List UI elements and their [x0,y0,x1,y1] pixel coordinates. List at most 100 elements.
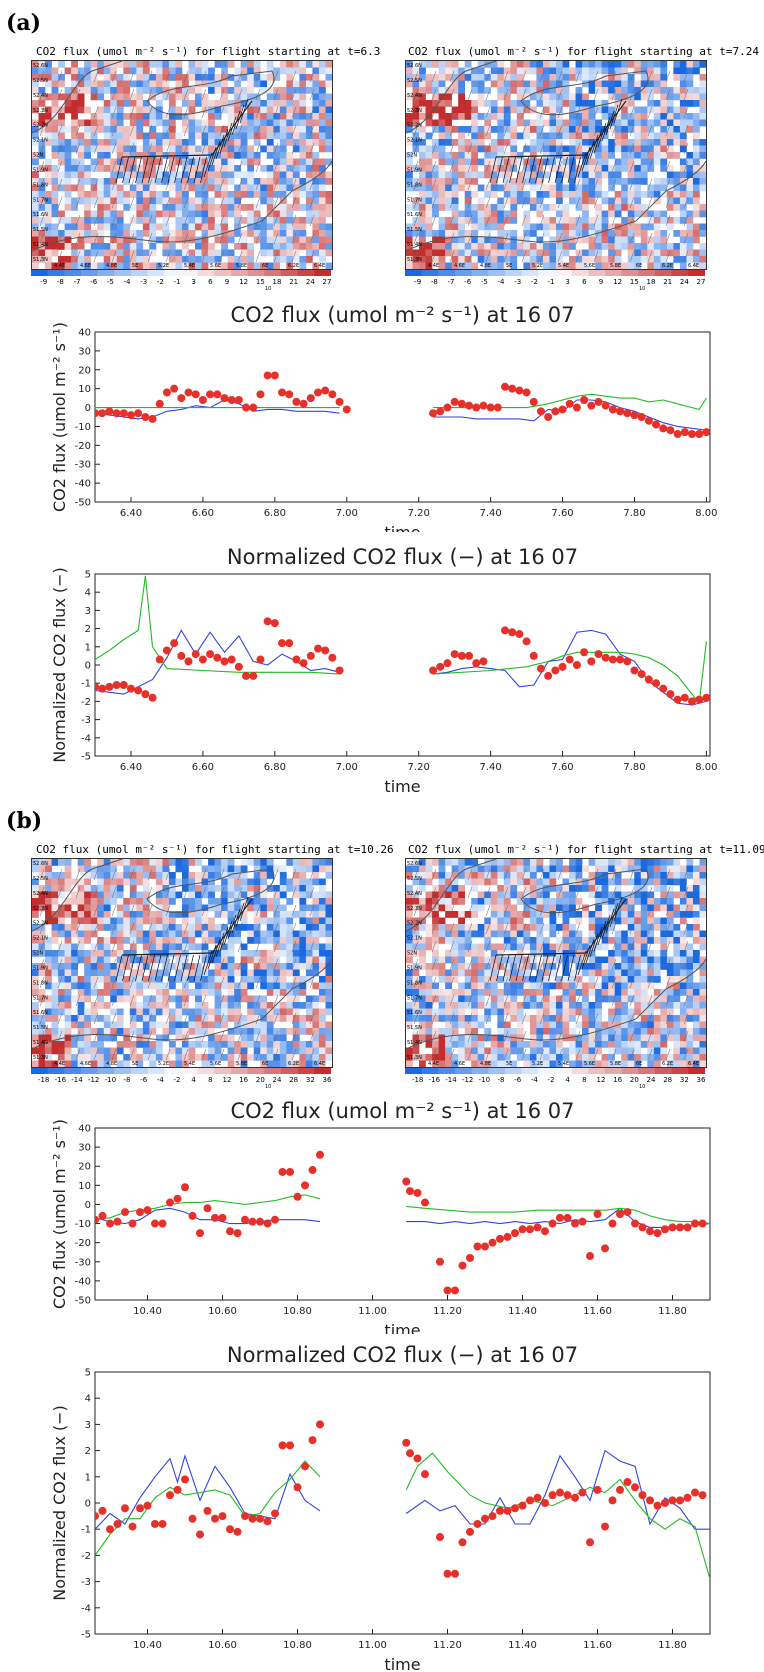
lon-tick: 6.4E [314,263,325,269]
observed-point [421,1470,429,1479]
colorbar-swatch [405,1068,423,1074]
colorbar-swatch [671,270,689,276]
colorbar-swatch [181,270,199,276]
colorbar-label: -9 [414,278,421,286]
observed-point [503,1232,512,1241]
lon-tick: 6.4E [688,1061,699,1067]
observed-point [616,655,625,664]
colorbar-label: -18 [38,1076,49,1084]
colorbar-swatch [281,270,299,276]
observed-point [529,397,538,406]
observed-point [666,426,675,435]
colorbar-swatch [621,1068,639,1074]
colorbar-label: -12 [88,1076,99,1084]
colorbar-swatch [555,270,573,276]
observed-point [472,403,481,412]
y-tick-label: 1 [85,1472,91,1483]
colorbar-label: 3 [191,278,195,286]
observed-point [680,693,689,702]
lat-tick: 52.2N [407,123,422,129]
colorbar-label: -9 [40,278,47,286]
colorbar-label: 18 [647,278,656,286]
x-tick-label: 8.00 [695,762,717,773]
colorbar-label: 6 [208,278,213,286]
observed-point [436,662,445,671]
lat-tick: 51.8N [407,980,422,986]
observed-point [98,1506,107,1515]
x-axis-label: time [384,1655,420,1670]
observed-point [608,655,617,664]
colorbar-swatch [214,270,232,276]
colorbar-label: 27 [323,278,331,286]
observed-point [479,401,488,410]
observed-point [328,390,337,399]
observed-point [249,671,258,680]
colorbar-swatch [655,270,673,276]
x-tick-label: 10.80 [283,1306,312,1317]
observed-point [188,1211,197,1220]
observed-point [488,1512,497,1521]
colorbar-label: 32 [680,1076,689,1084]
observed-point [316,1150,324,1159]
observed-point [136,1208,144,1217]
lat-tick: 52.5N [407,876,422,882]
observed-point [105,682,114,691]
observed-point [465,651,474,660]
x-tick-label: 6.60 [192,762,214,773]
colorbar-label: -6 [464,278,472,286]
observed-point [286,1441,294,1450]
observed-point [637,413,646,421]
observed-point [292,397,301,406]
observed-point [486,403,495,412]
lon-tick: 4.4E [428,1061,439,1067]
colorbar-label: -18 [412,1076,423,1084]
colorbar-swatch [31,270,49,276]
coastline [406,859,497,932]
colorbar-swatch [97,270,115,276]
lon-tick: 5.4E [558,263,569,269]
observed-point [572,403,581,412]
observed-point [188,1514,197,1523]
observed-point [177,651,186,660]
series-line [433,393,707,411]
colorbar-label: -8 [431,278,438,286]
observed-point [511,1504,519,1513]
observed-point [155,655,164,664]
observed-point [113,1519,122,1528]
lat-tick: 52.1N [33,138,48,144]
observed-point [170,639,179,648]
colorbar-label: 8 [582,1076,586,1084]
wind-vectors [39,868,315,1061]
y-tick-label: 0 [85,403,91,414]
observed-point [608,1219,617,1228]
wind-vectors [413,868,689,1061]
lat-tick: 51.4N [33,242,48,248]
y-tick-label: 2 [85,624,91,635]
lat-tick: 51.7N [407,197,422,203]
y-tick-label: 5 [85,570,91,581]
observed-point [637,670,646,679]
map-title-b-left: CO2 flux (umol m⁻² s⁻¹) for flight start… [36,843,394,856]
colorbar-label: -4 [124,278,132,286]
observed-point [563,1213,572,1222]
lat-tick: 51.3N [33,257,48,263]
colorbar-label: 28 [663,1076,672,1084]
colorbar-label: -3 [514,278,521,286]
colorbar-swatch [31,1068,49,1074]
colorbar-swatch [638,1068,656,1074]
colorbar-swatch [521,270,539,276]
observed-point [666,690,675,699]
lon-tick: 5.8E [610,263,621,269]
colorbar-label: -4 [531,1076,539,1084]
lat-tick: 51.9N [33,965,48,971]
observed-point [458,1538,467,1547]
observed-point [668,1223,677,1232]
colorbar-label: -8 [498,1076,505,1084]
map-a-right: 52.6N 52.5N 52.4N 52.3N 52.2N 52.1N 52N 51.9N 51… [405,60,707,270]
colorbar-swatch [64,270,82,276]
lon-tick: 6.2E [662,1061,673,1067]
observed-point [616,1485,624,1494]
map-title-b-right: CO2 flux (umol m⁻² s⁻¹) for flight start… [408,843,764,856]
observed-point [548,1219,557,1228]
y-tick-label: -40 [75,479,91,490]
